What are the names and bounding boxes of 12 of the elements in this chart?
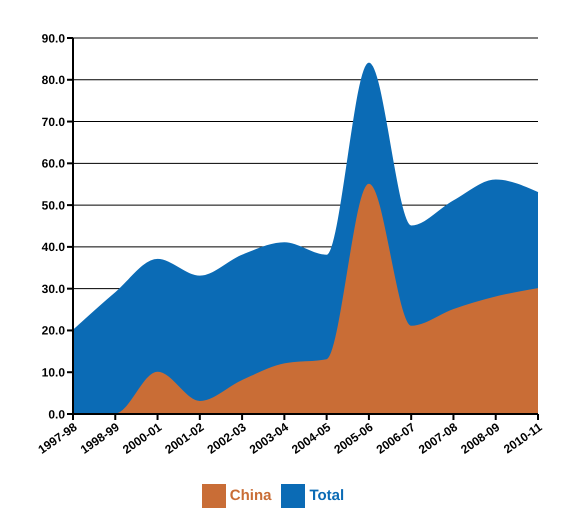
y-tick-label: 40.0 — [42, 240, 66, 254]
y-tick-label: 60.0 — [42, 156, 66, 171]
y-tick-label: 10.0 — [42, 365, 66, 380]
y-tick-label: 50.0 — [42, 198, 66, 212]
y-tick-label: 30.0 — [42, 282, 66, 296]
y-tick-label: 20.0 — [42, 324, 66, 338]
y-tick-label: 70.0 — [42, 114, 66, 129]
y-tick-label: 90.0 — [42, 31, 66, 46]
legend-label: China — [230, 486, 272, 504]
y-tick-label: 80.0 — [42, 73, 66, 88]
y-tick-label: 0.0 — [48, 407, 66, 422]
legend-label: Total — [309, 486, 344, 504]
